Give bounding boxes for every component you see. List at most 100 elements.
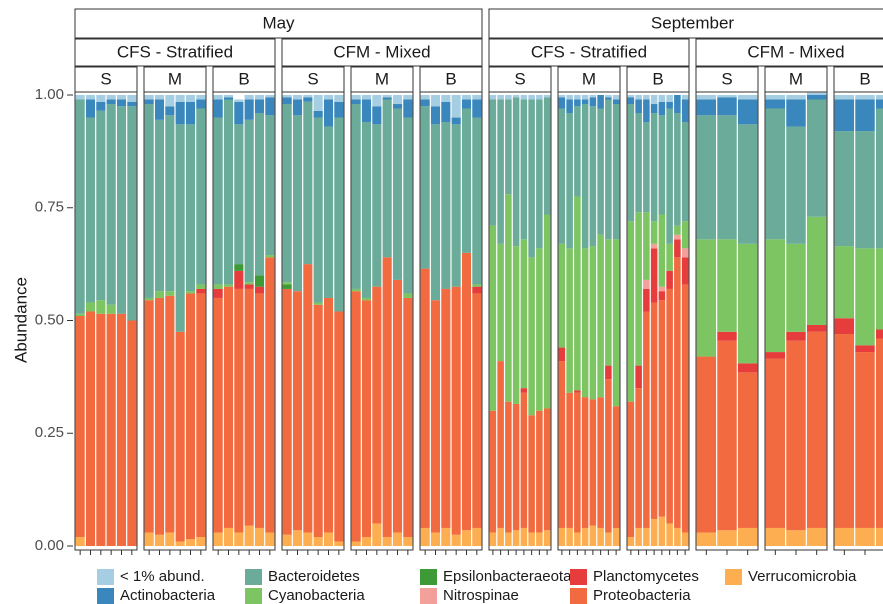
bar-segment <box>472 293 482 528</box>
bar-segment <box>717 239 737 332</box>
bar-segment <box>786 99 806 127</box>
bar-segment <box>420 99 430 107</box>
depth-label: S <box>514 69 525 88</box>
bar-segment <box>658 101 666 116</box>
depth-label: S <box>721 69 732 88</box>
bar-segment <box>643 122 650 213</box>
bar-segment <box>461 95 472 100</box>
bar-segment <box>627 401 635 537</box>
bar-segment <box>361 297 372 301</box>
bar-segment <box>834 527 855 546</box>
bar-segment <box>681 257 689 285</box>
bar-segment <box>489 95 497 100</box>
bar-segment <box>223 97 234 100</box>
bar-segment <box>282 95 292 98</box>
bar-segment <box>472 527 482 546</box>
bar-segment <box>512 95 520 98</box>
bar-segment <box>635 212 642 366</box>
strip <box>419 66 483 93</box>
bar-segment <box>497 527 504 546</box>
bar-segment <box>558 243 566 348</box>
bar-segment <box>520 95 528 100</box>
panel <box>143 91 207 551</box>
bar-segment <box>351 95 361 100</box>
bar-segment <box>75 536 85 546</box>
bar-segment <box>512 97 520 247</box>
bar-segment <box>303 532 313 546</box>
bar-segment <box>254 113 265 276</box>
bar-segment <box>737 372 758 528</box>
bar-segment <box>441 288 451 528</box>
bar-segment <box>116 95 127 100</box>
legend-label: Epsilonbacteraeota <box>443 568 572 585</box>
bar-segment <box>403 536 413 546</box>
bar-segment <box>681 248 689 258</box>
bar-segment <box>265 257 275 533</box>
bar-segment <box>666 243 673 271</box>
bar-segment <box>196 95 206 100</box>
bar-segment <box>106 95 116 100</box>
bar-segment <box>875 338 883 528</box>
bar-segment <box>806 92 827 95</box>
bar-segment <box>361 300 372 537</box>
bar-segment <box>605 365 612 380</box>
bar-segment <box>612 239 620 407</box>
bar-segment <box>605 379 612 533</box>
bar-segment <box>323 126 334 298</box>
bar-segment <box>543 530 551 546</box>
bar-segment <box>650 104 658 114</box>
bar-segment <box>674 239 681 258</box>
bar-segment <box>497 243 504 362</box>
strip <box>74 66 138 93</box>
bar-segment <box>536 410 543 533</box>
panel <box>419 91 483 551</box>
bar-segment <box>505 401 512 533</box>
bar-segment <box>737 95 758 100</box>
bar-segment <box>303 101 313 265</box>
bar-segment <box>681 284 689 533</box>
strip <box>488 66 552 93</box>
bar-segment <box>351 291 361 542</box>
group-label: CFM - Mixed <box>747 42 844 61</box>
bar-segment <box>505 95 512 100</box>
bar-segment <box>658 291 666 301</box>
bar-segment <box>666 95 673 102</box>
bar-segment <box>265 115 275 256</box>
y-tick-label: 0.00 <box>35 537 64 554</box>
bar-segment <box>605 239 612 366</box>
bar-segment <box>75 313 85 316</box>
bar-segment <box>574 95 581 100</box>
bar-segment <box>674 113 681 226</box>
bar-segment <box>674 527 681 546</box>
bar-segment <box>658 115 666 215</box>
bar-segment <box>85 99 96 118</box>
bar-segment <box>392 279 403 533</box>
bar-segment <box>116 106 127 314</box>
bar-segment <box>786 243 806 332</box>
legend-label: Verrucomicrobia <box>748 568 857 585</box>
bar-segment <box>165 295 175 533</box>
bar-segment <box>154 534 165 546</box>
bar-segment <box>472 284 482 287</box>
bar-segment <box>717 115 737 240</box>
bar-segment <box>855 95 875 100</box>
bar-segment <box>116 313 127 546</box>
bar-segment <box>765 239 786 353</box>
strip <box>695 38 883 67</box>
bar-segment <box>605 95 612 98</box>
bar-segment <box>441 527 451 546</box>
bar-segment <box>85 311 96 546</box>
bar-segment <box>313 302 323 305</box>
legend-label: < 1% abund. <box>120 568 205 585</box>
bar-segment <box>658 286 666 292</box>
bar-segment <box>834 246 855 319</box>
bar-segment <box>612 527 620 546</box>
bar-segment <box>472 117 482 285</box>
bar-segment <box>165 95 175 107</box>
bar-segment <box>855 352 875 528</box>
bar-segment <box>144 104 154 298</box>
bar-segment <box>382 99 392 258</box>
bar-segment <box>574 392 581 533</box>
bar-segment <box>461 99 472 109</box>
bar-segment <box>574 196 581 391</box>
